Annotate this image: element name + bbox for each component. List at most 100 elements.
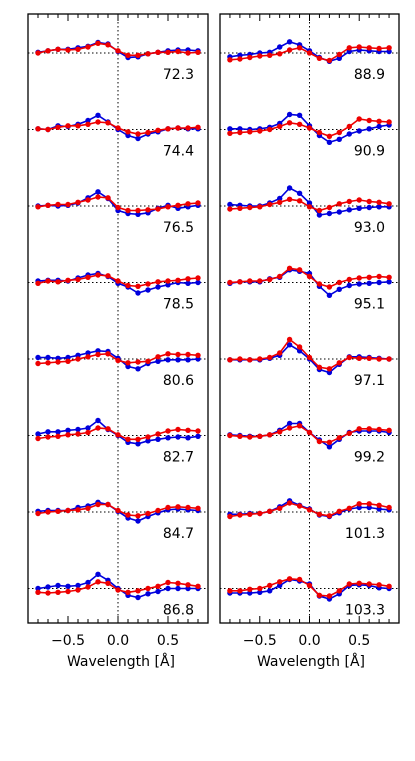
blue-profile-point: [306, 200, 313, 206]
red-profile-point: [195, 583, 201, 589]
red-profile-point: [85, 584, 91, 590]
red-profile-point: [145, 585, 151, 592]
blue-profile-point: [165, 435, 171, 441]
blue-profile-point: [376, 123, 382, 130]
blue-profile-point: [376, 279, 382, 286]
blue-profile-point: [95, 417, 101, 424]
blue-profile-point: [366, 204, 372, 211]
red-profile-point: [125, 436, 131, 442]
red-profile-point: [267, 582, 273, 589]
blue-profile-point: [356, 128, 362, 134]
blue-profile-point: [65, 583, 71, 589]
red-profile-point: [356, 44, 362, 50]
red-profile-point: [95, 194, 101, 200]
row-label: 80.6: [163, 373, 194, 389]
red-profile-point: [346, 123, 352, 130]
red-profile-point: [55, 359, 61, 365]
row-label: 99.2: [354, 450, 385, 466]
red-profile-point: [125, 282, 131, 289]
red-profile-point: [55, 433, 61, 439]
blue-profile-point: [55, 582, 61, 589]
red-profile-point: [376, 356, 382, 362]
blue-profile-point: [336, 286, 342, 292]
red-profile-point: [366, 117, 372, 124]
left-panel: −0.5 0.0 0.5 72.3 74.4 76.5 78.5 80.6 82.7 84.7 86…: [27, 13, 209, 649]
red-profile-point: [45, 360, 51, 366]
red-profile-point: [65, 123, 71, 129]
red-profile-point: [227, 432, 233, 439]
red-profile-point: [165, 428, 171, 434]
blue-profile-point: [165, 282, 171, 288]
blue-profile-point: [165, 585, 171, 592]
red-profile-point: [376, 45, 382, 52]
red-profile-point: [257, 128, 263, 134]
blue-profile-point: [237, 52, 243, 58]
red-profile-point: [85, 197, 91, 203]
blue-profile-point: [155, 358, 161, 364]
red-profile-point: [175, 504, 181, 510]
red-profile-point: [75, 587, 81, 593]
red-profile-point: [75, 199, 81, 205]
row-label: 90.9: [354, 144, 385, 160]
red-profile-point: [35, 435, 41, 442]
blue-profile-point: [185, 280, 191, 286]
red-profile-point: [356, 275, 362, 281]
blue-profile-point: [277, 44, 283, 50]
blue-profile-point: [326, 444, 333, 450]
red-profile-point: [326, 513, 333, 519]
red-profile-point: [267, 52, 273, 58]
blue-profile-point: [346, 131, 352, 137]
red-profile-point: [237, 205, 243, 211]
red-profile-point: [125, 129, 131, 135]
red-profile-point: [336, 129, 342, 136]
red-profile-point: [85, 274, 91, 280]
red-profile-point: [336, 360, 342, 366]
red-profile-point: [306, 125, 313, 131]
row-label: 101.3: [345, 526, 385, 542]
red-profile-point: [366, 45, 372, 51]
red-profile-point: [336, 435, 342, 441]
red-profile-point: [75, 123, 81, 129]
red-profile-point: [366, 501, 372, 507]
red-profile-point: [346, 354, 352, 361]
profile-row: 99.2: [220, 420, 399, 466]
row-label: 88.9: [354, 67, 385, 83]
red-profile-point: [155, 354, 161, 360]
red-profile-point: [55, 201, 61, 208]
blue-profile-point: [237, 126, 243, 132]
profile-row: 74.4: [28, 112, 208, 160]
red-profile-point: [326, 366, 333, 372]
red-profile-point: [277, 123, 283, 130]
profile-row: 93.0: [220, 185, 399, 236]
red-profile-point: [326, 133, 333, 139]
red-profile-point: [155, 507, 161, 514]
right-panel: −0.5 0.0 0.5 88.9 90.9 93.0 95.1 97.1 99.2 101.3 1…: [219, 13, 400, 649]
red-profile-point: [286, 336, 293, 343]
red-profile-point: [306, 429, 313, 436]
red-profile-point: [296, 267, 303, 273]
red-profile-point: [145, 207, 151, 213]
red-profile-point: [326, 284, 333, 290]
red-profile-point: [366, 355, 372, 361]
blue-profile-point: [356, 281, 362, 287]
blue-profile-point: [286, 111, 293, 118]
red-profile-point: [135, 131, 141, 137]
red-profile-point: [35, 589, 41, 595]
red-profile-point: [135, 283, 141, 289]
red-profile-point: [65, 507, 71, 514]
red-profile-point: [346, 276, 352, 283]
red-profile-point: [185, 504, 191, 511]
red-profile-point: [277, 429, 283, 435]
red-profile-point: [316, 281, 323, 287]
blue-profile-point: [257, 589, 263, 595]
blue-profile-point: [175, 434, 181, 440]
red-profile-point: [316, 438, 323, 445]
red-profile-point: [247, 586, 253, 592]
red-profile-point: [277, 579, 283, 585]
x-tick-label: −0.5: [243, 633, 277, 649]
red-profile-point: [257, 53, 263, 59]
row-label: 97.1: [354, 373, 385, 389]
blue-profile-point: [386, 279, 392, 285]
red-profile-point: [366, 581, 372, 587]
red-profile-point: [306, 204, 313, 210]
